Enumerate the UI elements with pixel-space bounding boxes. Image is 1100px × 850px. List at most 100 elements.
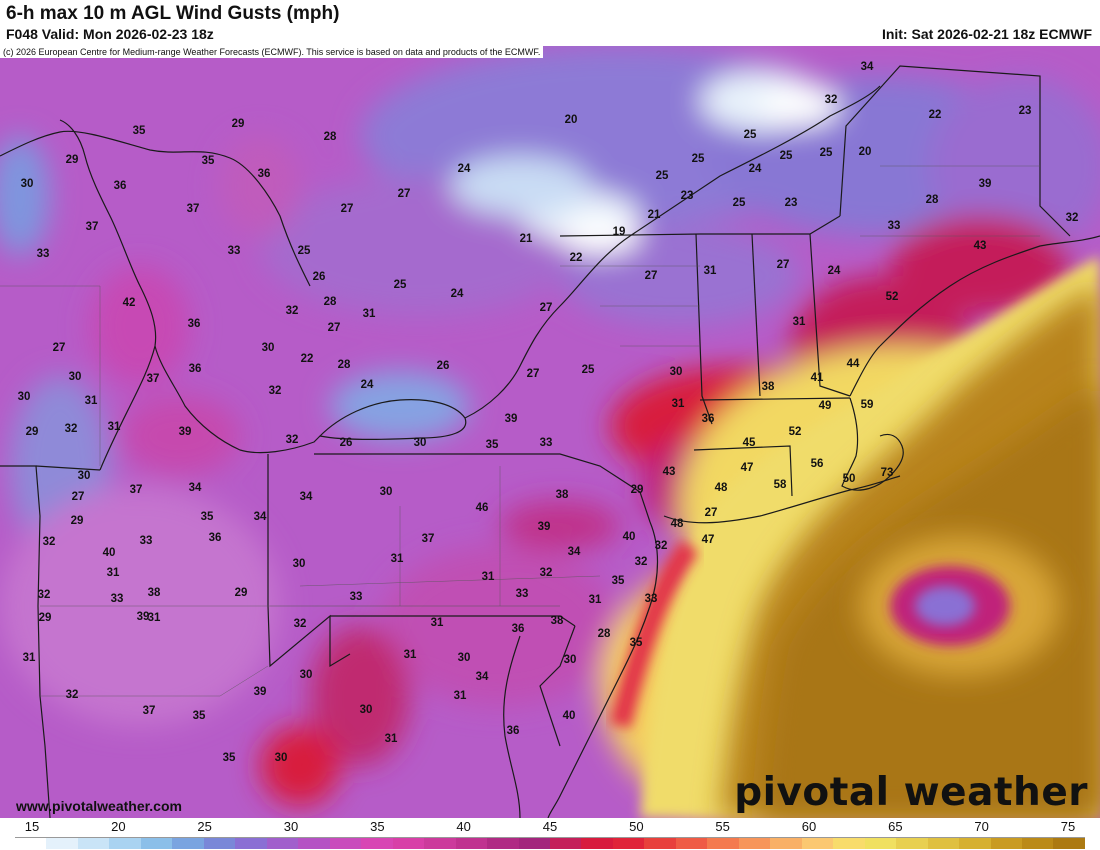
legend-ticks: 15 20 25 30 35 40 45 50 55 60 65 70 75 <box>0 818 1100 836</box>
wind-field <box>0 46 1100 818</box>
gust-value-label: 23 <box>785 197 798 209</box>
gust-value-label: 43 <box>974 240 987 252</box>
wind-gust-map[interactable]: 34 32 22 23 35 29 20 28 25 24 25 25 25 20 29 35 36 24 25 23… <box>0 46 1100 818</box>
legend-swatch <box>770 838 802 849</box>
gust-value-label: 32 <box>269 385 282 397</box>
legend-tick-label: 30 <box>283 819 299 834</box>
gust-value-label: 20 <box>859 146 872 158</box>
gust-value-label: 34 <box>300 491 313 503</box>
gust-value-label: 40 <box>623 531 636 543</box>
gust-value-label: 25 <box>394 279 407 291</box>
gust-value-label: 27 <box>53 342 66 354</box>
gust-value-label: 31 <box>793 316 806 328</box>
gust-value-label: 38 <box>551 615 564 627</box>
gust-value-label: 31 <box>672 398 685 410</box>
site-url[interactable]: www.pivotalweather.com <box>16 798 182 814</box>
gust-value-label: 33 <box>888 220 901 232</box>
gust-value-label: 38 <box>148 587 161 599</box>
gust-value-label: 47 <box>702 534 715 546</box>
gust-value-label: 24 <box>828 265 841 277</box>
gust-value-label: 25 <box>780 150 793 162</box>
gust-value-label: 31 <box>108 421 121 433</box>
legend-tick-label: 20 <box>111 819 126 834</box>
gust-value-label: 58 <box>774 479 787 491</box>
gust-value-label: 59 <box>861 399 874 411</box>
gust-value-label: 33 <box>37 248 50 260</box>
gust-value-label: 34 <box>861 61 874 73</box>
legend-swatch <box>864 838 897 849</box>
gust-value-label: 31 <box>23 652 36 664</box>
gust-value-label: 39 <box>254 686 267 698</box>
gust-value-label: 36 <box>189 363 202 375</box>
gust-value-label: 21 <box>520 233 533 245</box>
legend-tick-label: 25 <box>197 819 212 834</box>
gust-value-label: 40 <box>563 710 576 722</box>
gust-value-label: 39 <box>979 178 992 190</box>
legend-swatch <box>738 838 771 849</box>
gust-value-label: 32 <box>540 567 553 579</box>
gust-value-label: 24 <box>458 163 471 175</box>
gust-value-label: 41 <box>811 372 824 384</box>
legend-swatch <box>77 838 110 849</box>
legend-swatch <box>361 838 393 849</box>
legend-swatch <box>833 838 865 849</box>
gust-value-label: 45 <box>743 437 756 449</box>
gust-value-label: 30 <box>21 178 34 190</box>
gust-value-label: 28 <box>598 628 611 640</box>
gust-value-label: 27 <box>777 259 790 271</box>
gust-value-label: 30 <box>275 752 288 764</box>
gust-value-label: 30 <box>300 669 313 681</box>
gust-value-label: 27 <box>341 203 354 215</box>
gust-value-label: 29 <box>66 154 79 166</box>
gust-value-label: 43 <box>663 466 676 478</box>
gust-value-label: 28 <box>324 131 337 143</box>
gust-value-label: 30 <box>360 704 373 716</box>
gust-value-label: 30 <box>262 342 275 354</box>
gust-value-label: 31 <box>107 567 120 579</box>
gust-value-label: 35 <box>133 125 146 137</box>
legend-swatch <box>487 838 519 849</box>
gust-value-label: 32 <box>294 618 307 630</box>
gust-value-label: 25 <box>656 170 669 182</box>
gust-value-label: 35 <box>202 155 215 167</box>
gust-value-label: 25 <box>298 245 311 257</box>
gust-value-label: 48 <box>671 518 684 530</box>
legend-swatch <box>518 838 550 849</box>
gust-value-label: 19 <box>613 226 626 238</box>
gust-value-label: 28 <box>926 194 939 206</box>
gust-value-label: 37 <box>147 373 160 385</box>
gust-value-label: 32 <box>38 589 51 601</box>
coastlines <box>0 85 1100 818</box>
legend-swatch <box>549 838 582 849</box>
legend-tick-label: 45 <box>542 819 558 834</box>
gust-value-label: 37 <box>86 221 99 233</box>
legend-swatch <box>707 838 739 849</box>
gust-value-label: 35 <box>223 752 236 764</box>
gust-value-label: 29 <box>631 484 644 496</box>
gust-value-label: 25 <box>820 147 833 159</box>
gust-value-label: 32 <box>286 434 299 446</box>
gust-value-label: 35 <box>630 637 643 649</box>
gust-value-label: 31 <box>363 308 376 320</box>
legend-tick-label: 50 <box>629 819 644 834</box>
gust-value-label: 29 <box>39 612 52 624</box>
gust-value-label: 33 <box>516 588 529 600</box>
boundaries <box>0 65 1071 818</box>
gust-value-label: 36 <box>702 413 715 425</box>
gust-value-label: 35 <box>486 439 499 451</box>
legend-swatch <box>235 838 267 849</box>
gust-value-label: 73 <box>881 467 894 479</box>
gust-value-label: 33 <box>140 535 153 547</box>
gust-value-label: 21 <box>648 209 661 221</box>
gust-value-label: 25 <box>582 364 595 376</box>
legend-tick-label: 40 <box>456 819 471 834</box>
gust-value-label: 33 <box>540 437 553 449</box>
gust-value-label: 30 <box>69 371 82 383</box>
gust-value-label: 31 <box>431 617 444 629</box>
gust-value-label: 31 <box>385 733 398 745</box>
gust-value-label: 33 <box>350 591 363 603</box>
gust-value-label: 28 <box>338 359 351 371</box>
legend-swatch <box>581 838 613 849</box>
gust-value-label: 32 <box>635 556 648 568</box>
legend-swatch <box>1022 838 1054 849</box>
